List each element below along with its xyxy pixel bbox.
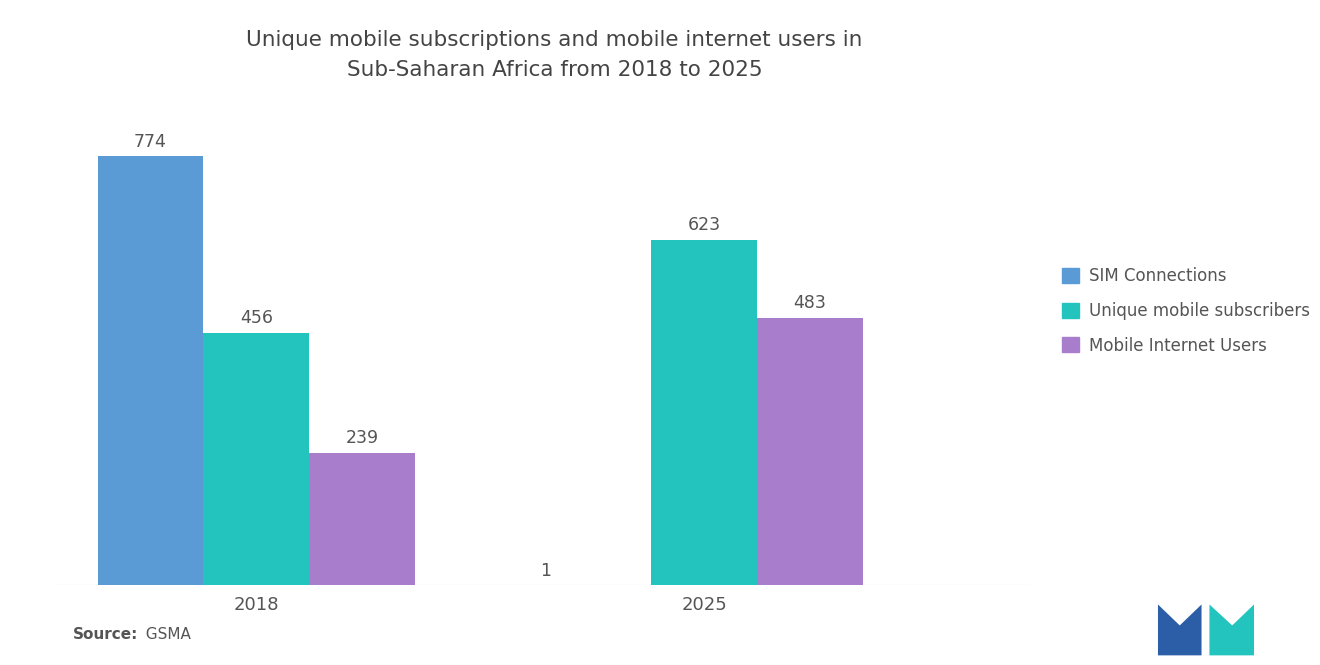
Text: Source:: Source: — [73, 626, 139, 642]
Text: Sub-Saharan Africa from 2018 to 2025: Sub-Saharan Africa from 2018 to 2025 — [347, 60, 762, 80]
Bar — [651, 240, 756, 585]
Bar — [203, 332, 309, 585]
Text: 774: 774 — [135, 133, 166, 151]
Text: 456: 456 — [240, 309, 273, 327]
Text: 483: 483 — [793, 294, 826, 312]
Text: GSMA: GSMA — [136, 626, 191, 642]
Text: 239: 239 — [346, 429, 379, 448]
Text: 1: 1 — [540, 562, 550, 580]
Bar — [309, 453, 414, 585]
Bar — [98, 156, 203, 585]
Bar — [756, 318, 863, 585]
Text: 623: 623 — [688, 216, 721, 235]
Legend: SIM Connections, Unique mobile subscribers, Mobile Internet Users: SIM Connections, Unique mobile subscribe… — [1057, 262, 1315, 360]
Text: Unique mobile subscriptions and mobile internet users in: Unique mobile subscriptions and mobile i… — [247, 30, 862, 50]
